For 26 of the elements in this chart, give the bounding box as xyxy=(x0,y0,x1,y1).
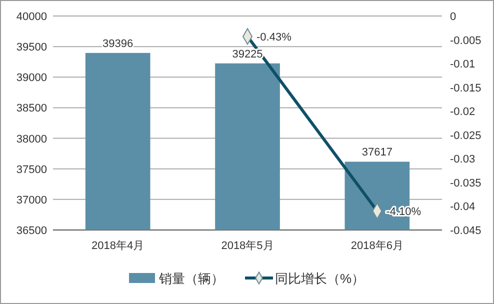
legend-label: 同比增长（%） xyxy=(275,271,365,286)
y2-tick-label: 0 xyxy=(450,11,456,23)
y2-tick-label: -0.035 xyxy=(450,177,482,190)
y2-tick-label: -0.025 xyxy=(450,130,482,142)
data-label: 39396 xyxy=(102,38,134,50)
y-tick-label: 38500 xyxy=(16,102,47,115)
y-tick-label: 37000 xyxy=(16,194,47,206)
y-tick-label: 38000 xyxy=(16,133,47,146)
y2-tick-label: -0.03 xyxy=(450,154,476,166)
x-tick-label: 2018年4月 xyxy=(92,240,144,252)
data-label: -0.43% xyxy=(256,31,292,44)
y2-tick-label: -0.015 xyxy=(450,82,482,94)
y-tick-label: 39500 xyxy=(16,42,47,54)
data-label: 37617 xyxy=(362,146,392,159)
y2-tick-label: -0.005 xyxy=(450,34,482,47)
y2-tick-label: -0.045 xyxy=(450,225,482,237)
y2-tick-label: -0.04 xyxy=(450,201,476,214)
y2-tick-label: -0.01 xyxy=(450,58,476,71)
y2-tick-label: -0.02 xyxy=(450,106,476,118)
y-tick-label: 39000 xyxy=(16,72,47,84)
y-tick-label: 40000 xyxy=(16,11,47,23)
y-tick-label: 37500 xyxy=(16,164,47,176)
x-tick-label: 2018年5月 xyxy=(221,240,274,252)
x-tick-label: 2018年6月 xyxy=(350,240,404,252)
y-tick-label: 36500 xyxy=(16,225,47,237)
legend-label: 销量（辆） xyxy=(158,271,224,286)
